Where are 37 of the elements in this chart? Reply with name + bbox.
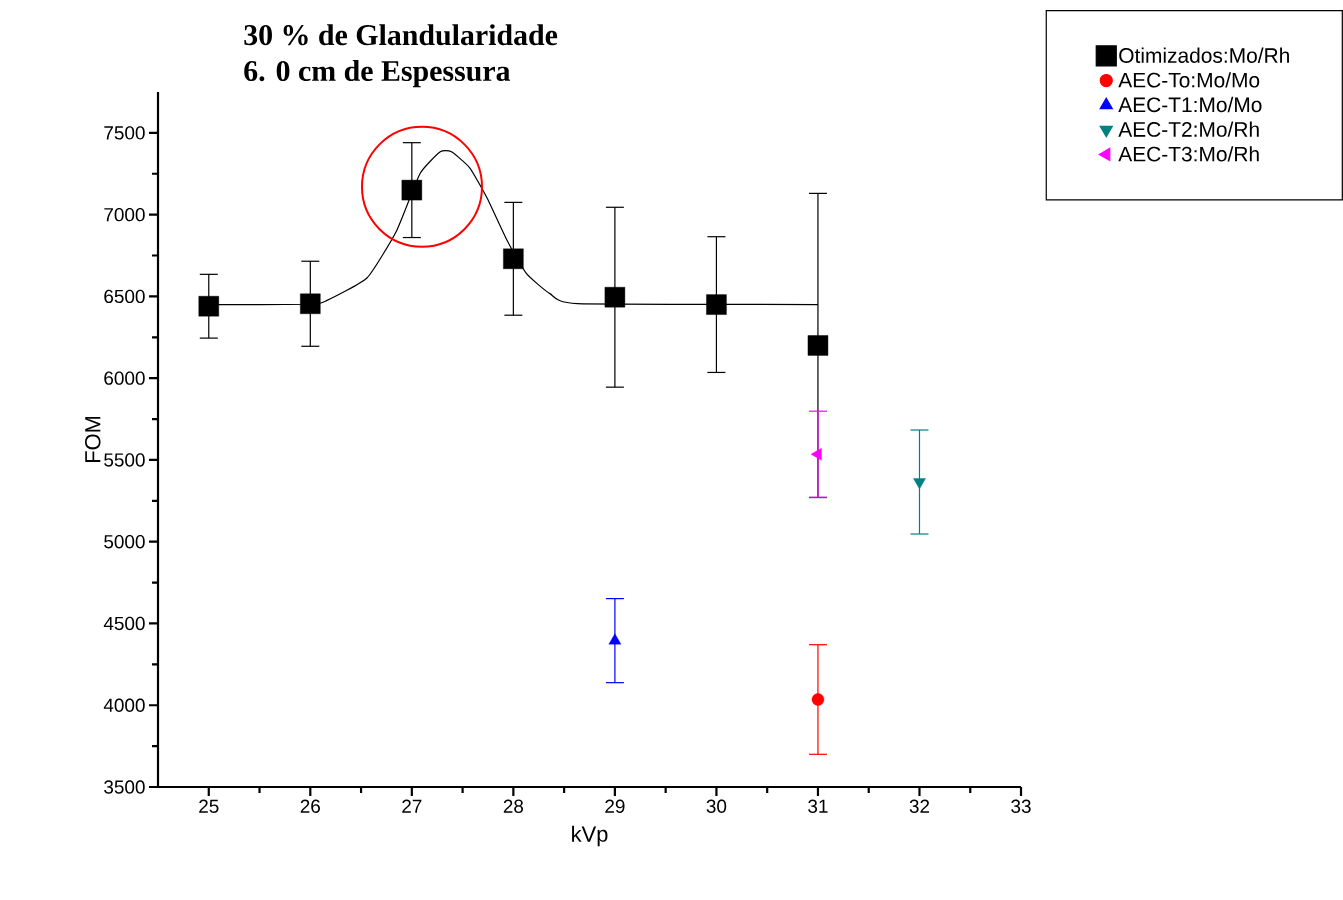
chart-subtitle: 6. 0 cm de Espessura (244, 60, 511, 88)
y-tick-label: 7500 (104, 126, 145, 140)
y-tick-label: 3500 (104, 780, 145, 794)
point (401, 179, 423, 201)
legend-label: AEC-T3:Mo/Rh (1118, 146, 1259, 162)
x-tick-label: 32 (909, 799, 930, 813)
x-tick-label: 33 (1011, 799, 1031, 813)
x-axis-title: kVp (572, 825, 608, 847)
x-tick-label: 27 (402, 799, 422, 813)
x-tick-label: 25 (199, 799, 219, 813)
x-tick-label: 30 (706, 799, 727, 813)
point (807, 335, 829, 356)
y-tick-label: 6000 (104, 371, 145, 385)
y-tick-label: 7000 (104, 207, 145, 222)
point (604, 287, 626, 308)
y-tick-label: 4500 (103, 616, 145, 631)
x-tick-label: 26 (300, 799, 320, 813)
point (706, 294, 727, 315)
point (810, 447, 822, 461)
legend-label: AEC-To:Mo/Mo (1118, 72, 1260, 88)
point (300, 293, 321, 314)
point (198, 296, 219, 317)
x-tick-label: 28 (503, 799, 524, 813)
y-tick-label: 5000 (104, 535, 145, 549)
legend-label: Otimizados:Mo/Rh (1119, 47, 1289, 63)
chart-title: 30 % de Glandularidade (244, 24, 558, 46)
y-axis-title: FOM (85, 416, 101, 463)
y-tick-label: 4000 (103, 698, 145, 712)
point (503, 248, 524, 269)
y-tick-label: 6500 (104, 289, 145, 304)
legend-label: AEC-T1:Mo/Mo (1118, 96, 1262, 113)
point (811, 693, 825, 706)
x-tick-label: 29 (605, 799, 625, 813)
legend-label: AEC-T2:Mo/Rh (1118, 121, 1259, 137)
x-tick-label: 31 (808, 799, 828, 813)
point (608, 633, 622, 645)
y-tick-label: 5500 (104, 453, 145, 467)
